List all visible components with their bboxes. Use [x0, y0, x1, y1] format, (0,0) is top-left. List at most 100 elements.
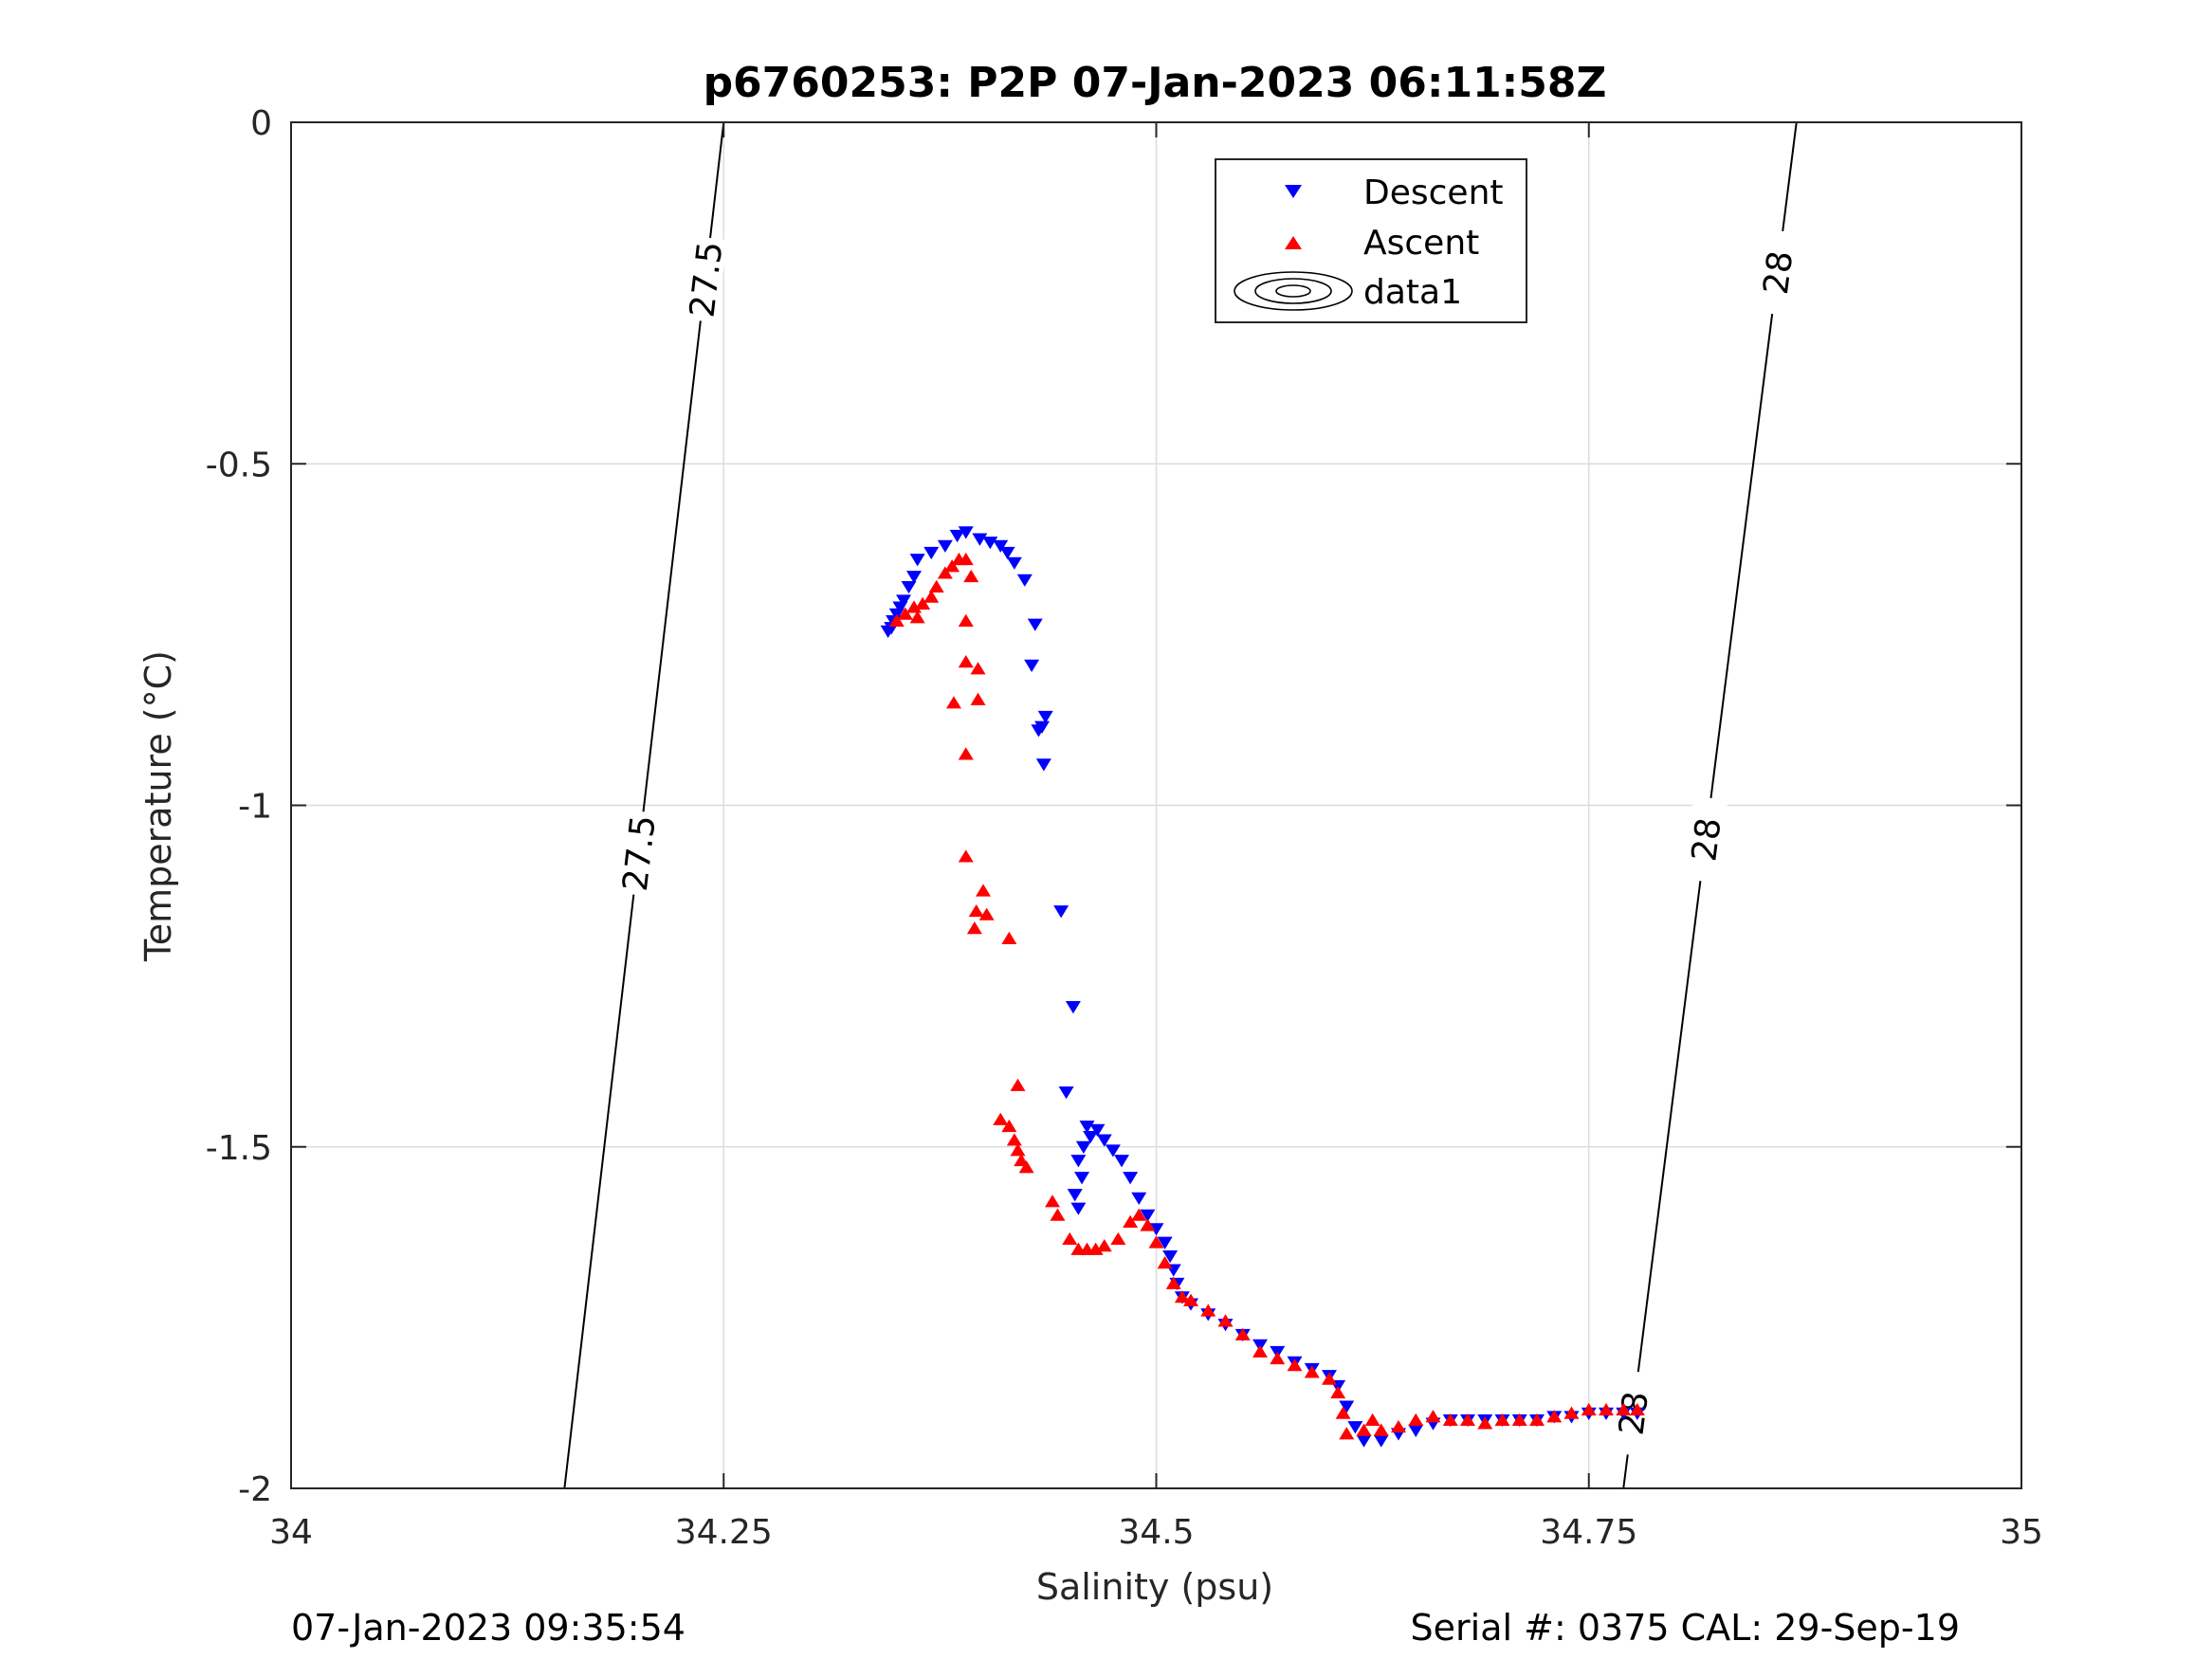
- descent-point: [1131, 1192, 1147, 1205]
- descent-point: [1031, 724, 1047, 738]
- ascent-point: [1364, 1413, 1380, 1426]
- ascent-point: [897, 607, 913, 620]
- descent-point: [1016, 574, 1033, 587]
- ascent-point: [906, 600, 922, 613]
- ascent-point: [1217, 1314, 1234, 1327]
- ascent-point: [1006, 1133, 1022, 1146]
- ascent-point: [993, 1112, 1009, 1125]
- data-markers: [880, 526, 1645, 1448]
- descent-point: [896, 594, 912, 608]
- contour-label: 28: [1757, 248, 1801, 297]
- descent-point: [1006, 556, 1022, 570]
- ascent-point: [958, 654, 974, 668]
- ascent-point: [909, 611, 925, 624]
- y-tick-label: -1.5: [206, 1129, 272, 1168]
- descent-point: [1083, 1130, 1099, 1144]
- ascent-point: [1304, 1365, 1320, 1378]
- x-axis-label: Salinity (psu): [1036, 1566, 1273, 1608]
- y-tick-label: -1: [238, 788, 272, 827]
- descent-point: [909, 554, 925, 567]
- contour-label: 28: [1685, 815, 1728, 864]
- contour-label-gap: [683, 235, 727, 323]
- descent-point: [1347, 1421, 1363, 1434]
- ascent-point: [958, 747, 974, 760]
- ascent-point: [1335, 1406, 1351, 1419]
- descent-point: [1123, 1172, 1139, 1185]
- ascent-point: [976, 884, 991, 897]
- descent-point: [1065, 1001, 1081, 1014]
- ascent-point: [1001, 931, 1017, 944]
- ascent-point: [1270, 1351, 1286, 1365]
- descent-point: [1079, 1121, 1095, 1134]
- descent-point: [1053, 905, 1069, 919]
- ascent-point: [1252, 1344, 1268, 1358]
- contour-label: 27.5: [683, 240, 730, 319]
- descent-point: [1157, 1236, 1173, 1249]
- legend-descent-label: Descent: [1363, 173, 1504, 212]
- legend-data1-label: data1: [1363, 273, 1462, 312]
- descent-point: [993, 539, 1009, 553]
- ascent-point: [1581, 1402, 1597, 1416]
- descent-point: [923, 546, 940, 560]
- ascent-point: [1529, 1413, 1545, 1426]
- ascent-point: [1339, 1427, 1355, 1440]
- ascent-point: [966, 921, 982, 935]
- ascent-point: [1165, 1276, 1181, 1289]
- ascent-point: [1018, 1160, 1034, 1174]
- ascent-point: [1391, 1419, 1406, 1433]
- descent-point: [1373, 1434, 1389, 1448]
- ascent-point: [970, 692, 986, 705]
- footer-timestamp: 07-Jan-2023 09:35:54: [291, 1607, 686, 1649]
- ascent-point: [958, 849, 974, 863]
- ascent-point: [968, 903, 984, 918]
- descent-point: [1075, 1140, 1091, 1154]
- descent-point: [1356, 1434, 1372, 1448]
- contour-label-gap: [1755, 228, 1801, 317]
- descent-point: [1074, 1172, 1090, 1185]
- legend: Descent Ascent data1: [1215, 158, 1527, 323]
- legend-descent-marker: [1285, 185, 1302, 198]
- ascent-point: [1131, 1208, 1147, 1221]
- ascent-point: [1629, 1402, 1645, 1416]
- x-tick-label: 35: [2000, 1513, 2043, 1552]
- ascent-point: [1442, 1413, 1458, 1426]
- descent-point: [1070, 1202, 1087, 1215]
- x-tick-label: 34.75: [1540, 1513, 1637, 1552]
- contour-line: [563, 121, 725, 1489]
- contour-label-gap: [616, 810, 661, 897]
- legend-box: [1215, 158, 1527, 323]
- axis-ticks: 34 34.25 34.5 34.75 35 0 -0.5 -1 -1.5 -2: [206, 104, 2043, 1552]
- ascent-point: [888, 613, 905, 627]
- x-tick-label: 34.5: [1118, 1513, 1194, 1552]
- descent-point: [958, 526, 974, 539]
- descent-point: [937, 539, 953, 553]
- descent-point: [982, 537, 998, 550]
- ascent-point: [1123, 1214, 1139, 1229]
- ascent-point: [1234, 1327, 1251, 1340]
- ascent-point: [958, 552, 974, 566]
- y-tick-label: -0.5: [206, 446, 272, 484]
- x-tick-label: 34.25: [675, 1513, 773, 1552]
- ascent-point: [915, 596, 931, 610]
- ascent-point: [1546, 1410, 1563, 1423]
- descent-point: [1058, 1086, 1074, 1100]
- ascent-point: [944, 559, 960, 573]
- descent-point: [1339, 1400, 1355, 1413]
- descent-point: [1096, 1134, 1112, 1147]
- descent-point: [1024, 659, 1040, 672]
- descent-point: [1162, 1250, 1179, 1264]
- descent-point: [1114, 1155, 1129, 1168]
- descent-point: [1148, 1223, 1164, 1236]
- ascent-point: [1001, 1119, 1017, 1133]
- ascent-point: [1356, 1423, 1372, 1436]
- ascent-point: [1408, 1413, 1424, 1426]
- descent-point: [1070, 1155, 1087, 1168]
- contour-label: 27.5: [616, 813, 664, 893]
- ascent-point: [1045, 1194, 1060, 1208]
- descent-point: [880, 625, 896, 638]
- ascent-point: [1088, 1242, 1104, 1255]
- descent-point: [906, 571, 922, 584]
- ascent-point: [1157, 1256, 1173, 1269]
- descent-point: [1105, 1144, 1121, 1158]
- ascent-point: [970, 662, 986, 675]
